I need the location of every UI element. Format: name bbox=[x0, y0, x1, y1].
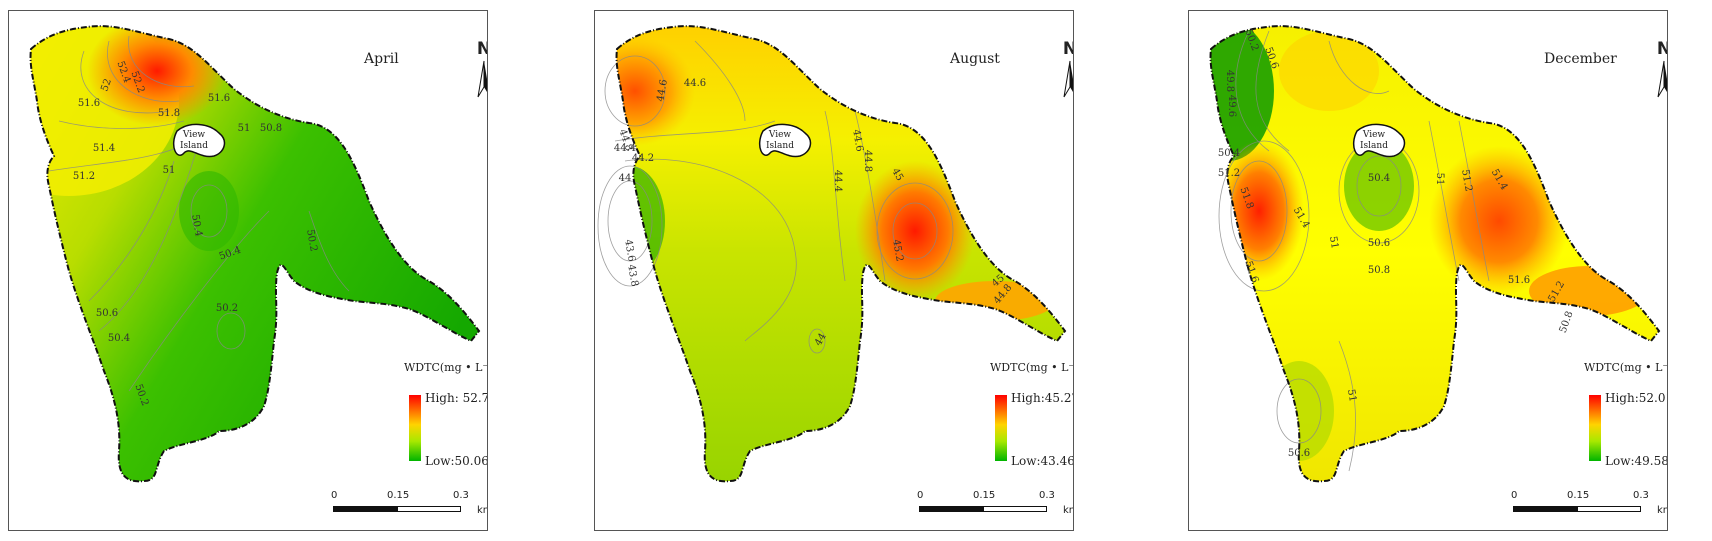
month-label: April bbox=[364, 51, 399, 67]
contour-label: 50.6 bbox=[96, 308, 118, 319]
island-label-line2: Island bbox=[180, 141, 208, 151]
island-label-line1: View bbox=[182, 130, 206, 140]
legend-color-bar bbox=[409, 395, 421, 461]
legend-title: WDTC(mg • L⁻¹) bbox=[404, 361, 488, 374]
scale-tick: 0.15 bbox=[1567, 490, 1590, 501]
legend-title: WDTC(mg • L⁻¹) bbox=[990, 361, 1074, 374]
contour-label: 50.4 bbox=[108, 333, 130, 344]
contour-label: 44.4 bbox=[614, 143, 636, 154]
month-label: December bbox=[1544, 51, 1617, 67]
contour-label: 50.4 bbox=[1368, 173, 1390, 184]
scale-unit: km bbox=[1657, 505, 1667, 516]
north-arrow: N bbox=[474, 39, 487, 99]
contour-label: 44.8 bbox=[862, 150, 873, 172]
contour-label: 50.2 bbox=[216, 303, 238, 314]
north-arrow-icon bbox=[1063, 60, 1073, 98]
scale-tick: 0.3 bbox=[453, 490, 469, 501]
contour-label: 44.2 bbox=[632, 153, 654, 164]
legend-low-label: Low:43.46 bbox=[1011, 454, 1074, 468]
north-label: N bbox=[1657, 39, 1667, 59]
contour-label: 50.6 bbox=[1368, 238, 1390, 249]
legend-title: WDTC(mg • L⁻¹) bbox=[1584, 361, 1668, 374]
island-label-line2: Island bbox=[766, 141, 794, 151]
legend-low-label: Low:49.58 bbox=[1605, 454, 1668, 468]
scale-tick: 0 bbox=[917, 490, 924, 501]
island-label-line1: View bbox=[1362, 130, 1386, 140]
north-arrow: N bbox=[1060, 39, 1073, 99]
contour-label: 43.8 bbox=[625, 264, 640, 288]
legend-low-label: Low:50.06 bbox=[425, 454, 488, 468]
contour-label: 44.6 bbox=[684, 78, 706, 89]
scale-tick: 0 bbox=[331, 490, 338, 501]
scale-tick: 0.15 bbox=[973, 490, 996, 501]
island-label-line2: Island bbox=[1360, 141, 1388, 151]
map-svg: View Island 44.844.6 44.644.444.24443.643… bbox=[597, 25, 1067, 483]
contour-label: 49.8 bbox=[1224, 70, 1235, 92]
contour-label: 51 bbox=[1327, 235, 1340, 249]
island-label-line1: View bbox=[768, 130, 792, 140]
contour-label: 50.6 bbox=[1288, 448, 1310, 459]
contour-label: 44 bbox=[619, 173, 632, 184]
north-label: N bbox=[477, 39, 487, 59]
contour-label: 51.2 bbox=[73, 171, 95, 182]
contour-label: 51.8 bbox=[158, 108, 180, 119]
legend-color-bar bbox=[995, 395, 1007, 461]
contour-label: 50.2 bbox=[304, 229, 319, 253]
contour-label: 44.4 bbox=[832, 170, 843, 192]
map-panel-august: View Island 44.8 44.6 44.6 44.4 44.2 44 43.6 43… bbox=[594, 10, 1074, 531]
contour-label: 49.6 bbox=[1226, 95, 1237, 117]
scale-bar: 0 0.15 0.3 km bbox=[1511, 488, 1667, 518]
north-arrow-icon bbox=[477, 60, 487, 98]
contour-label: 51.2 bbox=[1218, 168, 1240, 179]
contour-label: 51.4 bbox=[93, 143, 115, 154]
contour-label: 51.6 bbox=[208, 93, 230, 104]
scale-bar: 0 0.15 0.3 km bbox=[917, 488, 1073, 518]
scale-unit: km bbox=[1063, 505, 1073, 516]
contour-label: 51 bbox=[1345, 388, 1358, 402]
contour-label: 51 bbox=[163, 165, 176, 176]
contour-label: 45.2 bbox=[890, 239, 905, 263]
contour-label: 50.4 bbox=[189, 214, 204, 238]
month-label: August bbox=[950, 51, 1000, 67]
scale-tick: 0 bbox=[1511, 490, 1518, 501]
contour-label: 50.8 bbox=[1368, 265, 1390, 276]
contour-label: 50.8 bbox=[1558, 310, 1576, 335]
north-arrow-icon bbox=[1657, 60, 1667, 98]
scale-unit: km bbox=[477, 505, 487, 516]
north-arrow: N bbox=[1654, 39, 1667, 99]
contour-label: 51.6 bbox=[78, 98, 100, 109]
map-svg: View Island 50.250.649.849.650.451.251.8… bbox=[1209, 25, 1661, 483]
map-panel-april: View Island 52.4 52.2 52 51.8 51.6 51.6 51.4 51… bbox=[8, 10, 488, 531]
contour-label: 50.8 bbox=[260, 123, 282, 134]
scale-tick: 0.15 bbox=[387, 490, 410, 501]
contour-label: 44.6 bbox=[850, 129, 865, 153]
map-panel-december: View Island 50.2 50.6 49.8 49.6 50.4 51.2 51.8… bbox=[1188, 10, 1668, 531]
scale-tick: 0.3 bbox=[1633, 490, 1649, 501]
contour-label: 52 bbox=[99, 77, 114, 93]
contour-label: 51 bbox=[1434, 173, 1445, 186]
legend-high-label: High:45.27 bbox=[1011, 391, 1074, 405]
legend-high-label: High: 52.78 bbox=[425, 391, 487, 405]
legend-high-label: High:52.01 bbox=[1605, 391, 1668, 405]
north-label: N bbox=[1063, 39, 1073, 59]
scale-tick: 0.3 bbox=[1039, 490, 1055, 501]
contour-label: 44.6 bbox=[655, 79, 670, 103]
legend-color-bar bbox=[1589, 395, 1601, 461]
contour-label: 51 bbox=[238, 123, 251, 134]
contour-label: 51.2 bbox=[1459, 169, 1474, 193]
contour-label: 50.4 bbox=[1218, 148, 1240, 159]
contour-label: 43.6 bbox=[622, 239, 637, 263]
scale-bar: 0 0.15 0.3 km bbox=[331, 488, 487, 518]
contour-label: 51.6 bbox=[1508, 275, 1530, 286]
